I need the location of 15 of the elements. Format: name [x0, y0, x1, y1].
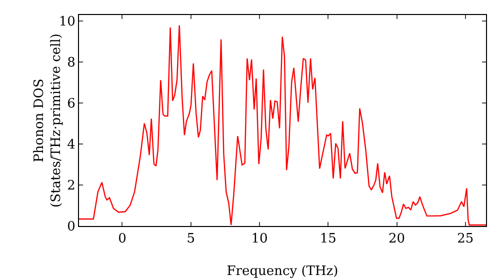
x-tick-label: 15 — [320, 232, 336, 247]
x-tick-label: 10 — [251, 232, 268, 247]
y-tick-label: 6 — [67, 96, 76, 112]
y-axis-title: Phonon DOS (States/THz·primitive cell) — [32, 33, 64, 208]
y-tick-label: 8 — [67, 56, 76, 71]
y-tick-label: 4 — [67, 138, 76, 153]
x-tick-label: 25 — [457, 232, 474, 247]
y-tick-label: 2 — [67, 178, 76, 194]
x-tick-label: 20 — [388, 232, 406, 247]
y-tick-label: 10 — [58, 14, 76, 30]
y-tick-label: 0 — [67, 220, 76, 235]
x-tick-label: 0 — [118, 232, 126, 247]
line-series — [79, 24, 486, 226]
x-tick-label: 5 — [186, 232, 196, 247]
x-axis-title: Frequency (THz) — [226, 264, 338, 279]
